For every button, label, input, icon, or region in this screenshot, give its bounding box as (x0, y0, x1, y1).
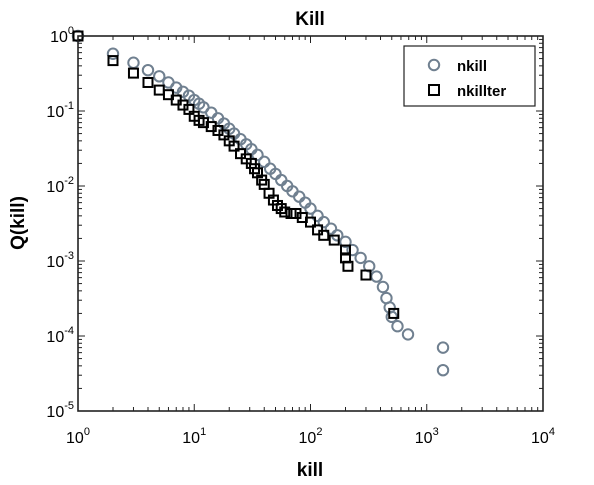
data-point-nkillter (279, 206, 291, 218)
axes-box (77, 35, 544, 412)
data-point-nkill (324, 222, 338, 235)
legend-marker-circle (427, 58, 441, 72)
x-axis-label: kill (297, 460, 323, 481)
x-tick-labels: 100 101 102 103 104 (66, 426, 555, 447)
x-tick-label: 102 (299, 426, 323, 447)
data-point-nkill (251, 148, 264, 162)
data-point-nkill (385, 310, 398, 324)
data-point-nkillter (228, 140, 240, 152)
data-point-nkillter (360, 269, 372, 281)
y-tick-label: 10-5 (46, 400, 74, 421)
data-point-nkillter (342, 260, 354, 272)
data-point-nkillter (142, 76, 154, 88)
data-point-nkill (346, 243, 359, 257)
x-tick-label: 100 (66, 426, 90, 447)
data-point-nkillter (328, 234, 340, 246)
data-point-nkill (376, 280, 390, 294)
legend-marker-square (428, 84, 440, 96)
data-point-nkillter (388, 307, 400, 319)
x-tick-label: 104 (531, 426, 555, 447)
data-point-nkill (311, 209, 324, 223)
y-tick-label: 10-2 (46, 175, 74, 196)
data-point-nkill (391, 320, 404, 333)
legend-label-2: nkillter (457, 83, 506, 100)
data-point-nkill (401, 328, 415, 341)
legend-label-1: nkill (457, 58, 487, 75)
legend-box (403, 45, 536, 107)
chart-title: Kill (295, 9, 325, 30)
y-tick-label: 10-3 (46, 250, 74, 271)
data-points (71, 29, 450, 377)
data-point-nkillter (127, 67, 139, 79)
data-point-nkill (354, 251, 367, 265)
data-point-nkill (304, 202, 317, 215)
y-tick-label: 10-4 (46, 325, 74, 346)
x-tick-label: 101 (182, 426, 206, 447)
data-point-nkillter (318, 229, 330, 241)
x-tick-label: 103 (415, 426, 439, 447)
y-axis-label: Q(kill) (8, 196, 29, 250)
data-point-nkill (317, 215, 330, 229)
y-tick-labels: 100 10-1 10-2 10-3 10-4 10-5 (46, 25, 74, 421)
data-point-nkill (141, 63, 155, 77)
series-nkill (71, 29, 450, 377)
data-point-nkillter (305, 216, 316, 228)
legend: nkill nkillter (403, 45, 536, 107)
y-tick-label: 100 (50, 25, 74, 46)
y-tick-label: 10-1 (46, 100, 74, 121)
data-point-nkill (436, 341, 450, 354)
data-point-nkillter (107, 55, 119, 67)
data-point-nkill (153, 70, 166, 83)
data-point-nkill (106, 47, 120, 60)
data-point-nkill (436, 363, 450, 377)
data-point-nkillter (339, 244, 351, 256)
series-nkillter (72, 30, 400, 319)
data-point-nkill (339, 235, 352, 249)
